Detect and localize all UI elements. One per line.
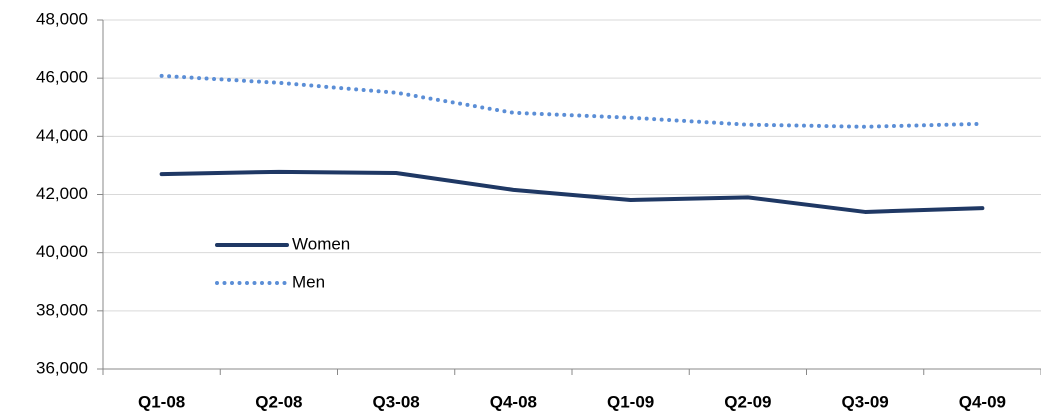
y-tick-label: 44,000 <box>36 126 88 145</box>
x-tick-label: Q1-09 <box>607 392 654 411</box>
x-tick-label: Q4-09 <box>959 392 1006 411</box>
x-tick-label: Q2-08 <box>255 392 302 411</box>
y-tick-label: 36,000 <box>36 358 88 377</box>
x-tick-label: Q3-08 <box>373 392 420 411</box>
legend-label: Men <box>292 272 325 291</box>
y-tick-label: 38,000 <box>36 300 88 319</box>
y-tick-label: 46,000 <box>36 68 88 87</box>
x-tick-label: Q4-08 <box>490 392 537 411</box>
x-tick-label: Q1-08 <box>138 392 185 411</box>
line-series <box>159 73 985 129</box>
legend-label: Women <box>292 234 350 253</box>
y-tick-label: 42,000 <box>36 184 88 203</box>
line-series <box>159 169 985 214</box>
x-tick-label: Q3-09 <box>842 392 889 411</box>
y-tick-label: 48,000 <box>36 9 88 28</box>
y-tick-label: 40,000 <box>36 242 88 261</box>
x-tick-label: Q2-09 <box>724 392 771 411</box>
